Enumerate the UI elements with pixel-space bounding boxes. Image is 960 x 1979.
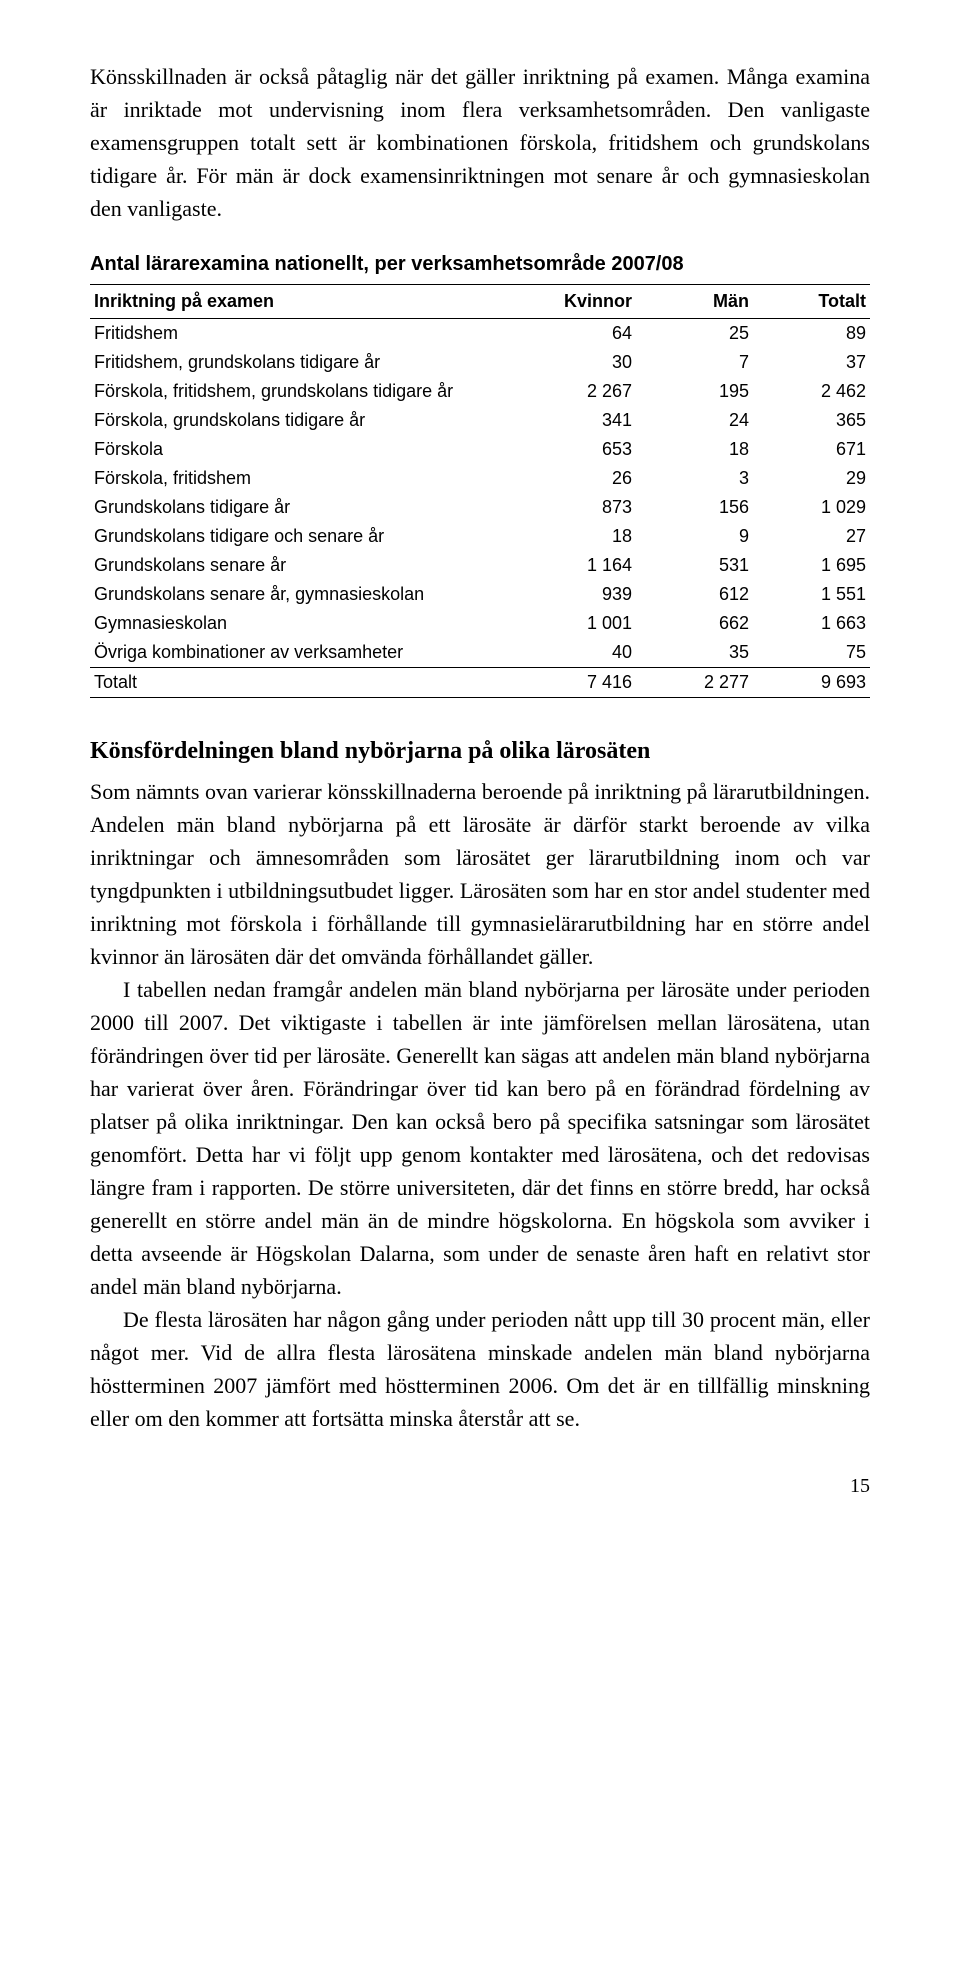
cell-label: Övriga kombinationer av verksamheter — [90, 638, 519, 668]
cell-value: 939 — [519, 580, 636, 609]
cell-value: 18 — [519, 522, 636, 551]
cell-value: 24 — [636, 406, 753, 435]
cell-value: 89 — [753, 319, 870, 349]
th-label: Inriktning på examen — [90, 285, 519, 319]
cell-label: Fritidshem, grundskolans tidigare år — [90, 348, 519, 377]
cell-label: Grundskolans senare år — [90, 551, 519, 580]
table-row: Övriga kombinationer av verksamheter4035… — [90, 638, 870, 668]
table-row: Förskola, fritidshem26329 — [90, 464, 870, 493]
cell-value: 1 029 — [753, 493, 870, 522]
table-row: Grundskolans senare år1 1645311 695 — [90, 551, 870, 580]
section-paragraph-1: Som nämnts ovan varierar könsskillnadern… — [90, 775, 870, 973]
cell-label: Grundskolans tidigare och senare år — [90, 522, 519, 551]
table-header-row: Inriktning på examen Kvinnor Män Totalt — [90, 285, 870, 319]
cell-value: 873 — [519, 493, 636, 522]
cell-label: Förskola, fritidshem — [90, 464, 519, 493]
table-row: Förskola, fritidshem, grundskolans tidig… — [90, 377, 870, 406]
cell-label: Fritidshem — [90, 319, 519, 349]
cell-value: 64 — [519, 319, 636, 349]
cell-value: 612 — [636, 580, 753, 609]
cell-value: 40 — [519, 638, 636, 668]
cell-label: Grundskolans senare år, gymnasieskolan — [90, 580, 519, 609]
th-man: Män — [636, 285, 753, 319]
cell-value: 2 267 — [519, 377, 636, 406]
cell-value: 29 — [753, 464, 870, 493]
section-heading: Könsfördelningen bland nybörjarna på oli… — [90, 738, 870, 765]
cell-value: 30 — [519, 348, 636, 377]
cell-value: 9 693 — [753, 668, 870, 698]
cell-value: 156 — [636, 493, 753, 522]
cell-label: Förskola, grundskolans tidigare år — [90, 406, 519, 435]
table-row: Fritidshem, grundskolans tidigare år3073… — [90, 348, 870, 377]
cell-value: 1 695 — [753, 551, 870, 580]
table-row: Gymnasieskolan1 0016621 663 — [90, 609, 870, 638]
cell-value: 3 — [636, 464, 753, 493]
cell-value: 9 — [636, 522, 753, 551]
table-row: Grundskolans senare år, gymnasieskolan93… — [90, 580, 870, 609]
cell-value: 7 — [636, 348, 753, 377]
cell-value: 27 — [753, 522, 870, 551]
cell-value: 35 — [636, 638, 753, 668]
cell-value: 341 — [519, 406, 636, 435]
table-title: Antal lärarexamina nationellt, per verks… — [90, 253, 870, 276]
table-row-total: Totalt7 4162 2779 693 — [90, 668, 870, 698]
cell-value: 653 — [519, 435, 636, 464]
table-row: Grundskolans tidigare år8731561 029 — [90, 493, 870, 522]
cell-value: 1 164 — [519, 551, 636, 580]
cell-value: 37 — [753, 348, 870, 377]
cell-value: 25 — [636, 319, 753, 349]
cell-value: 18 — [636, 435, 753, 464]
intro-paragraph: Könsskillnaden är också påtaglig när det… — [90, 60, 870, 225]
cell-label: Gymnasieskolan — [90, 609, 519, 638]
cell-value: 365 — [753, 406, 870, 435]
cell-value: 75 — [753, 638, 870, 668]
cell-value: 1 551 — [753, 580, 870, 609]
cell-value: 7 416 — [519, 668, 636, 698]
table-row: Grundskolans tidigare och senare år18927 — [90, 522, 870, 551]
th-totalt: Totalt — [753, 285, 870, 319]
th-kvinnor: Kvinnor — [519, 285, 636, 319]
table-row: Förskola65318671 — [90, 435, 870, 464]
table-row: Fritidshem642589 — [90, 319, 870, 349]
cell-label: Grundskolans tidigare år — [90, 493, 519, 522]
table-row: Förskola, grundskolans tidigare år341243… — [90, 406, 870, 435]
cell-value: 2 462 — [753, 377, 870, 406]
section-paragraph-3: De flesta lärosäten har någon gång under… — [90, 1303, 870, 1435]
cell-value: 26 — [519, 464, 636, 493]
page: Könsskillnaden är också påtaglig när det… — [0, 0, 960, 1538]
cell-value: 662 — [636, 609, 753, 638]
examina-table: Inriktning på examen Kvinnor Män Totalt … — [90, 284, 870, 698]
section-paragraph-2: I tabellen nedan framgår andelen män bla… — [90, 973, 870, 1303]
cell-value: 1 663 — [753, 609, 870, 638]
cell-value: 2 277 — [636, 668, 753, 698]
cell-value: 671 — [753, 435, 870, 464]
cell-label: Totalt — [90, 668, 519, 698]
page-number: 15 — [90, 1475, 870, 1498]
cell-label: Förskola, fritidshem, grundskolans tidig… — [90, 377, 519, 406]
cell-value: 531 — [636, 551, 753, 580]
cell-value: 195 — [636, 377, 753, 406]
cell-value: 1 001 — [519, 609, 636, 638]
cell-label: Förskola — [90, 435, 519, 464]
